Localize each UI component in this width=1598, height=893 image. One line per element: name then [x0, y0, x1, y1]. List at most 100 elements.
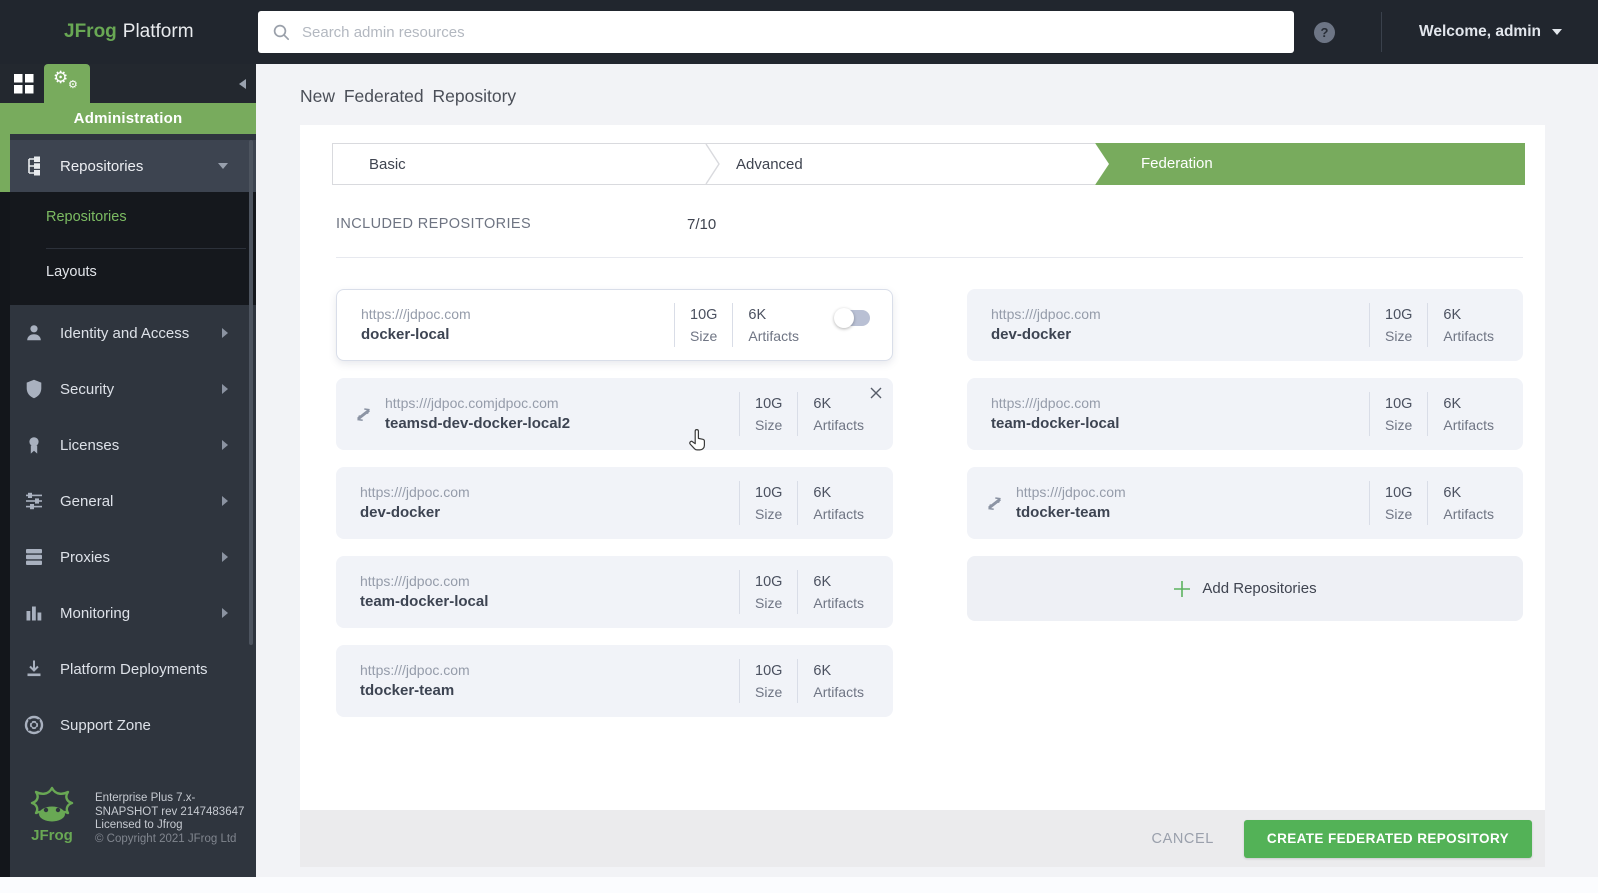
apps-grid-icon[interactable]	[13, 73, 35, 95]
included-repos-column: https:///jdpoc.com docker-local 10G Size…	[336, 289, 893, 717]
sidebar-item-label: General	[60, 492, 114, 510]
repo-card-docker-local[interactable]: https:///jdpoc.com docker-local 10G Size…	[336, 289, 893, 361]
repo-url: https:///jdpoc.com	[991, 306, 1101, 322]
sidebar-item-monitoring[interactable]: Monitoring	[10, 585, 256, 641]
repo-url: https:///jdpoc.com	[360, 662, 470, 678]
chevron-right-icon	[222, 328, 228, 338]
artifacts-value: 6K	[748, 306, 767, 323]
repo-name: tdocker-team	[1016, 504, 1111, 521]
wizard-card: Basic Advanced Federation INCLUDED REPOS…	[300, 125, 1545, 810]
artifacts-value: 6K	[1443, 395, 1462, 412]
artifacts-label: Artifacts	[813, 505, 864, 522]
sidebar-item-label: Licenses	[60, 436, 120, 454]
submenu-item-layouts[interactable]: Layouts	[46, 264, 97, 280]
toggle-knob	[834, 308, 854, 328]
artifacts-label: Artifacts	[813, 683, 864, 700]
repo-card-tdocker-team[interactable]: https:///jdpoc.com tdocker-team 10G Size…	[336, 645, 893, 717]
sidebar-item-general[interactable]: General	[10, 473, 256, 529]
repo-stats: 10G Size 6K Artifacts	[1369, 481, 1509, 525]
artifacts-label: Artifacts	[813, 594, 864, 611]
repo-text: https:///jdpoc.com team-docker-local	[360, 571, 488, 613]
tab-basic[interactable]: Basic	[369, 155, 406, 173]
sidebar: ⚙ ⚙ Administration Repositories Reposito…	[0, 64, 256, 877]
user-icon	[27, 325, 41, 341]
artifacts-stat: 6K Artifacts	[732, 303, 814, 347]
included-repositories-label: INCLUDED REPOSITORIES	[336, 216, 532, 232]
license-info: Enterprise Plus 7.x- SNAPSHOT rev 214748…	[95, 792, 244, 846]
repo-card-team-docker-local[interactable]: https:///jdpoc.com team-docker-local 10G…	[967, 378, 1523, 450]
size-stat: 10G Size	[739, 659, 797, 703]
cancel-button[interactable]: CANCEL	[1151, 830, 1214, 847]
repo-card-dev-docker[interactable]: https:///jdpoc.com dev-docker 10G Size 6…	[967, 289, 1523, 361]
search-input[interactable]	[300, 22, 1280, 42]
sidebar-header: ⚙ ⚙	[0, 64, 256, 103]
artifacts-value: 6K	[813, 662, 832, 679]
artifacts-label: Artifacts	[813, 416, 864, 433]
tab-federation[interactable]: Federation	[1095, 143, 1525, 185]
frog-logo-text: JFrog	[31, 827, 73, 844]
artifacts-stat: 6K Artifacts	[797, 481, 879, 525]
license-icon	[29, 437, 39, 454]
active-module-indicator	[0, 103, 10, 192]
repo-stats: 10G Size 6K Artifacts	[739, 392, 879, 436]
create-federated-repository-button[interactable]: CREATE FEDERATED REPOSITORY	[1243, 819, 1532, 858]
tab-advanced[interactable]: Advanced	[736, 155, 803, 173]
artifacts-value: 6K	[1443, 306, 1462, 323]
sidebar-item-label: Platform Deployments	[60, 660, 208, 678]
size-label: Size	[755, 594, 783, 611]
server-icon	[26, 549, 42, 565]
tab-administration-module[interactable]: ⚙ ⚙	[44, 64, 90, 103]
size-value: 10G	[1385, 484, 1413, 501]
logo-product: Platform	[122, 21, 194, 42]
sidebar-item-support-zone[interactable]: Support Zone	[10, 697, 256, 753]
repo-stats: 10G Size 6K Artifacts	[1369, 303, 1509, 347]
help-icon[interactable]: ?	[1314, 22, 1335, 43]
repo-card-tdocker-team[interactable]: https:///jdpoc.com tdocker-team 10G Size…	[967, 467, 1523, 539]
repo-text: https:///jdpoc.com docker-local	[361, 304, 471, 346]
repo-stats: 10G Size 6K Artifacts	[1369, 392, 1509, 436]
logo-brand: JFrog	[64, 21, 117, 42]
artifacts-value: 6K	[813, 573, 832, 590]
artifacts-label: Artifacts	[1443, 505, 1494, 522]
sidebar-item-repositories[interactable]: Repositories	[10, 140, 256, 192]
repo-url: https:///jdpoc.com	[360, 573, 470, 589]
sidebar-collapse-icon[interactable]	[239, 79, 246, 89]
artifacts-label: Artifacts	[1443, 327, 1494, 344]
repo-card-dev-docker[interactable]: https:///jdpoc.com dev-docker 10G Size 6…	[336, 467, 893, 539]
sidebar-scrollbar[interactable]	[249, 140, 253, 645]
sidebar-item-platform-deployments[interactable]: Platform Deployments	[10, 641, 256, 697]
repo-text: https:///jdpoc.com dev-docker	[991, 304, 1101, 346]
size-label: Size	[690, 327, 718, 344]
chevron-right-icon	[222, 440, 228, 450]
repo-toggle-off[interactable]	[834, 308, 870, 328]
repo-url: https:///jdpoc.com	[991, 395, 1101, 411]
size-value: 10G	[755, 484, 783, 501]
section-divider	[336, 257, 1523, 258]
repo-text: https:///jdpoc.com tdocker-team	[1016, 482, 1126, 524]
repo-card-team-docker-local[interactable]: https:///jdpoc.com team-docker-local 10G…	[336, 556, 893, 628]
tab-federation-label: Federation	[1141, 155, 1213, 172]
module-title-bar: Administration	[0, 103, 256, 134]
bar-chart-icon	[26, 606, 42, 621]
repo-card-teamsd-dev-docker-local2[interactable]: https:///jdpoc.comjdpoc.com teamsd-dev-d…	[336, 378, 893, 450]
repo-name: teamsd-dev-docker-local2	[385, 415, 571, 432]
chevron-down-icon	[218, 163, 228, 169]
remove-repo-icon[interactable]	[870, 387, 882, 399]
sidebar-item-proxies[interactable]: Proxies	[10, 529, 256, 585]
artifacts-stat: 6K Artifacts	[1427, 481, 1509, 525]
sidebar-item-security[interactable]: Security	[10, 361, 256, 417]
sidebar-item-identity-and-access[interactable]: Identity and Access	[10, 305, 256, 361]
submenu-item-repositories[interactable]: Repositories	[46, 209, 127, 225]
add-repositories-button[interactable]: Add Repositories	[967, 556, 1523, 621]
size-value: 10G	[755, 573, 783, 590]
gear-icon: ⚙	[53, 68, 69, 87]
size-stat: 10G Size	[739, 570, 797, 614]
sidebar-item-label: Security	[60, 380, 115, 398]
license-line: Enterprise Plus 7.x-	[95, 792, 196, 804]
repo-url: https:///jdpoc.com	[360, 484, 470, 500]
sidebar-item-licenses[interactable]: Licenses	[10, 417, 256, 473]
repo-name: dev-docker	[991, 326, 1072, 343]
user-menu[interactable]: Welcome, admin	[1419, 0, 1562, 64]
repo-text: https:///jdpoc.com tdocker-team	[360, 660, 470, 702]
jfrog-platform-logo: JFrog Platform	[64, 0, 194, 64]
